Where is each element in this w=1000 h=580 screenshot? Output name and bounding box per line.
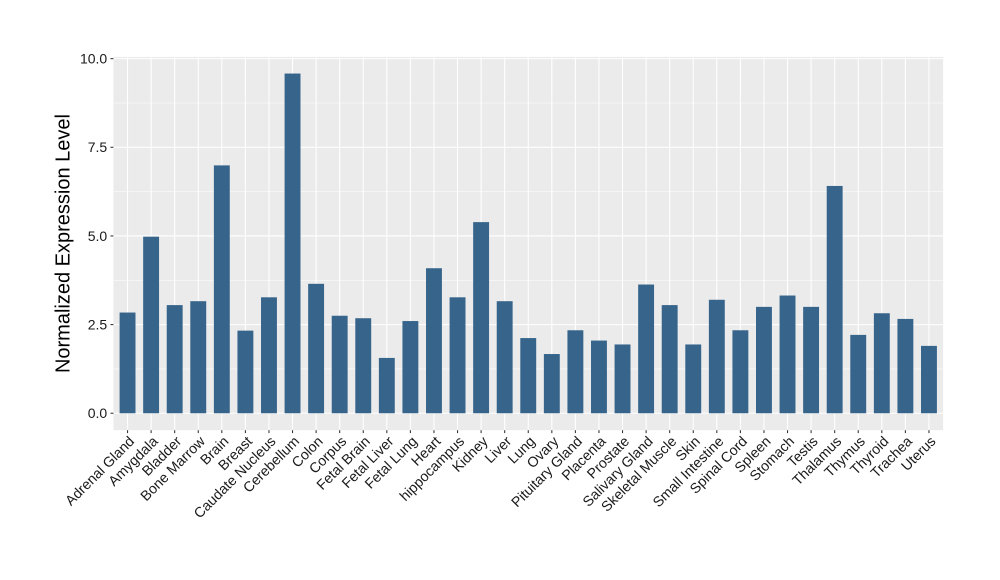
svg-text:0.0: 0.0 — [88, 405, 108, 421]
svg-text:10.0: 10.0 — [80, 51, 107, 67]
svg-text:2.5: 2.5 — [88, 317, 108, 333]
svg-text:Normalized Expression Level: Normalized Expression Level — [53, 114, 75, 373]
svg-text:5.0: 5.0 — [88, 228, 108, 244]
svg-text:7.5: 7.5 — [88, 139, 108, 155]
